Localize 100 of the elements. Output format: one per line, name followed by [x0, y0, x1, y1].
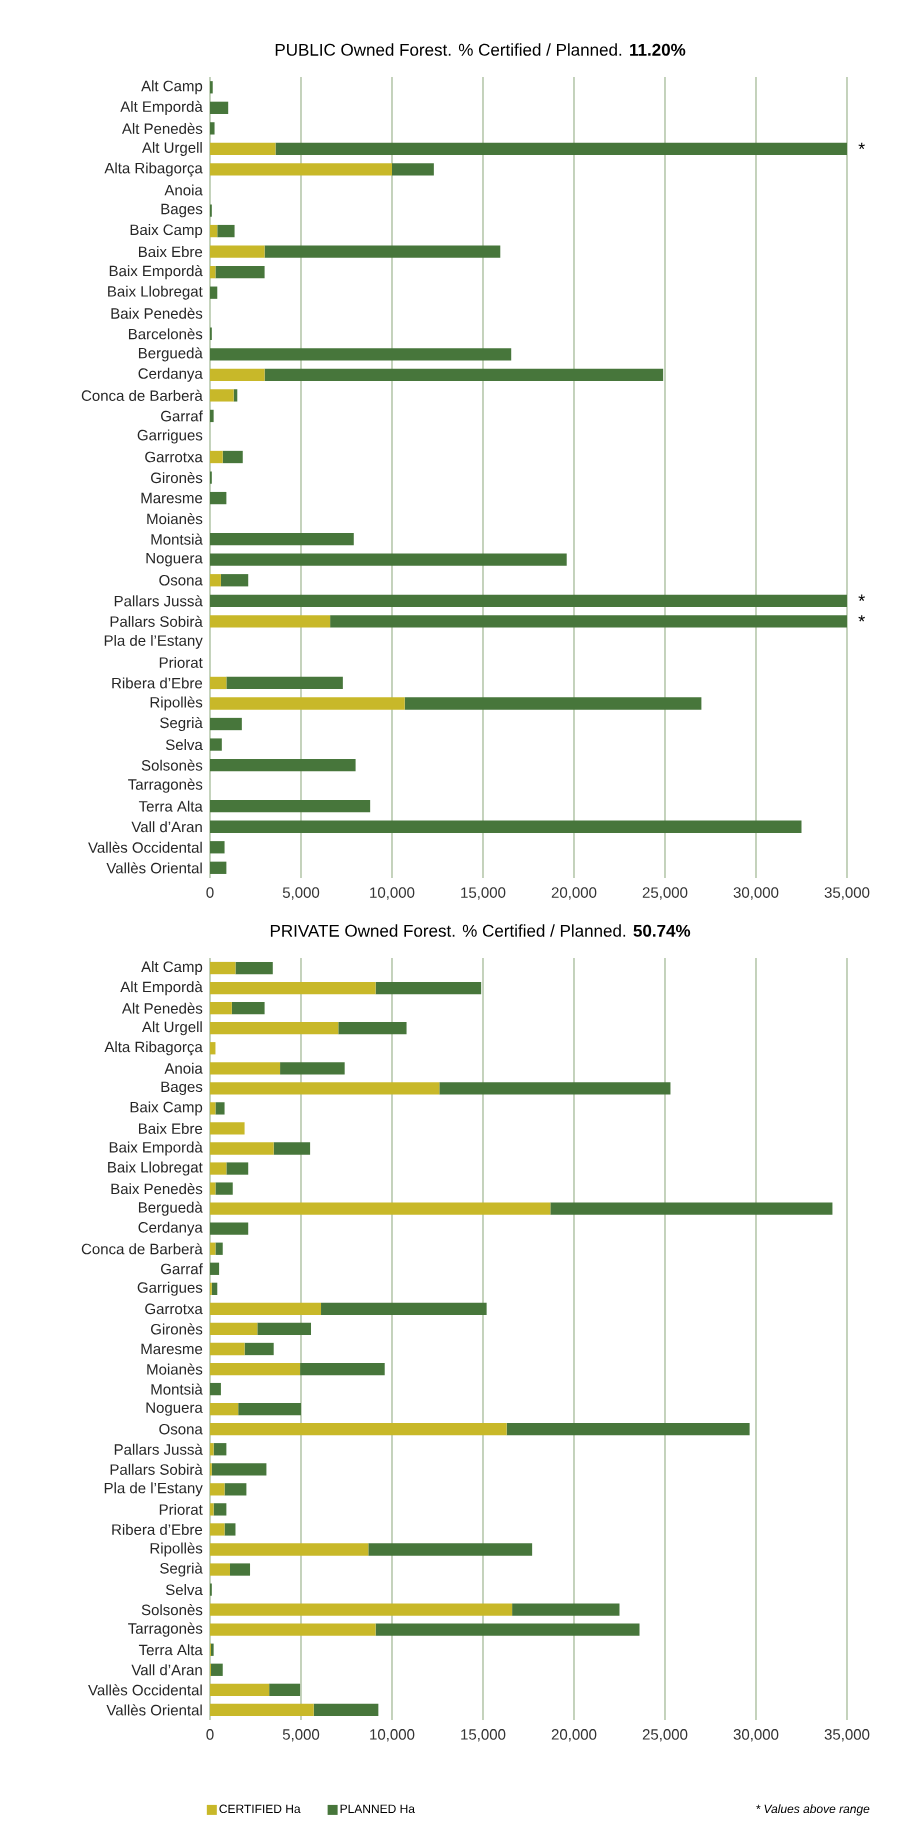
bar	[210, 1202, 551, 1215]
bar	[210, 574, 221, 587]
bar	[210, 1122, 245, 1135]
y-tick-label: Pallars Sobirà	[110, 1463, 203, 1475]
y-tick-label: Cerdanya	[138, 367, 203, 382]
y-tick-label: Berguedà	[138, 347, 203, 362]
y-tick-label: Tarragonès	[128, 778, 203, 793]
y-tick-label: Moianès	[147, 1363, 203, 1375]
bar	[321, 1302, 487, 1316]
bar	[210, 697, 405, 710]
x-tick-label: 0	[206, 1729, 214, 1740]
bar	[210, 163, 392, 176]
y-tick-label: Gironès	[151, 1323, 203, 1335]
y-tick-label: Terra Alta	[138, 1644, 203, 1656]
bar	[210, 758, 356, 772]
bar	[368, 1543, 533, 1556]
y-tick-label: Vallès Occidental	[88, 841, 202, 853]
bar	[257, 1322, 312, 1336]
bar	[210, 1623, 376, 1636]
chart-title: PRIVATE Owned Forest. % Certified / Planned. 50.74%	[270, 924, 691, 937]
y-tick-label: Gironès	[151, 471, 203, 484]
y-tick-label: Anoia	[164, 184, 203, 196]
bar	[210, 820, 802, 833]
y-tick-label: Garrotxa	[145, 451, 203, 463]
y-tick-label: Alta Ribagorça	[104, 1041, 203, 1056]
bar	[220, 574, 249, 587]
x-tick-label: 10,000	[370, 1729, 415, 1742]
bar	[235, 961, 273, 975]
text: *	[858, 594, 865, 601]
y-tick-label: Baix Ebre	[138, 246, 203, 258]
text: * Values above range	[756, 1804, 870, 1816]
y-tick-label: Maresme	[141, 492, 203, 504]
y-tick-label: Alt Urgell	[141, 1021, 202, 1036]
bar	[213, 1443, 227, 1456]
bar	[226, 676, 343, 690]
y-tick-label: Segrià	[160, 716, 203, 732]
y-tick-label: Baix Llobregat	[108, 285, 203, 300]
y-tick-label: Garrigues	[137, 429, 203, 444]
bar	[210, 1443, 214, 1456]
bar	[210, 1683, 270, 1696]
y-tick-label: Garraf	[161, 410, 203, 422]
bar	[215, 1102, 225, 1115]
bar	[512, 1603, 620, 1616]
y-tick-label: Bages	[161, 203, 203, 218]
y-tick-label: Tarragonès	[128, 1622, 203, 1637]
bar	[210, 800, 371, 813]
bar	[210, 553, 567, 566]
bar	[210, 533, 354, 546]
y-tick-label: Baix Penedès	[111, 1183, 203, 1195]
y-tick-label: Garrotxa	[145, 1303, 203, 1315]
y-tick-label: Alt Camp	[141, 80, 203, 95]
x-tick-label: 15,000	[461, 1729, 506, 1742]
y-tick-label: Alt Empordà	[120, 100, 203, 115]
y-tick-label: Conca de Barberà	[81, 1243, 203, 1255]
bar	[392, 163, 434, 176]
bar	[224, 1523, 236, 1536]
bar	[222, 450, 243, 464]
y-tick-label: Vallès Oriental	[106, 1704, 202, 1716]
y-tick-label: Conca de Barberà	[81, 389, 203, 401]
bar	[210, 1102, 216, 1115]
y-tick-label: Solsonès	[141, 1604, 203, 1616]
y-tick-label: Vallès Occidental	[88, 1684, 202, 1696]
y-tick-label: Priorat	[159, 1503, 203, 1515]
bar	[210, 1483, 225, 1496]
bar	[269, 1683, 301, 1696]
y-tick-label: Segrià	[160, 1562, 203, 1577]
bar	[313, 1703, 379, 1717]
legend-label: PLANNED Ha	[340, 1804, 415, 1814]
bar	[210, 1022, 339, 1035]
bar	[211, 1282, 218, 1295]
x-tick-label: 25,000	[642, 1729, 688, 1742]
bar	[210, 491, 227, 505]
x-tick-label: 5,000	[282, 1729, 320, 1742]
x-tick-label: 25,000	[642, 887, 688, 900]
bar	[210, 615, 331, 628]
bar	[210, 266, 216, 279]
text: *	[858, 615, 865, 622]
y-tick-label: Vall d’Aran	[131, 1664, 202, 1676]
y-tick-label: Alt Penedès	[121, 1002, 203, 1014]
y-tick-label: Garraf	[161, 1263, 203, 1275]
bar	[210, 1242, 216, 1255]
y-tick-label: Selva	[165, 1584, 203, 1596]
y-tick-label: Terra Alta	[138, 800, 203, 812]
bar	[210, 1503, 214, 1516]
bar	[210, 1523, 225, 1536]
bar	[210, 1262, 220, 1275]
bar	[215, 266, 265, 279]
y-tick-label: Alt Penedès	[121, 122, 203, 134]
y-tick-label: Montsià	[151, 1383, 203, 1395]
bar	[210, 1603, 513, 1616]
x-tick-label: 15,000	[461, 887, 506, 900]
bar	[211, 1463, 267, 1476]
x-tick-label: 35,000	[824, 1729, 870, 1742]
y-tick-label: Berguedà	[138, 1201, 203, 1216]
bar	[273, 1142, 311, 1155]
legend-label: CERTIFIED Ha	[219, 1804, 301, 1814]
y-tick-label: Alt Camp	[141, 961, 203, 976]
y-tick-label: Montsià	[151, 533, 203, 545]
y-tick-label: Baix Empordà	[109, 1141, 203, 1156]
y-tick-label: Baix Empordà	[109, 265, 203, 280]
